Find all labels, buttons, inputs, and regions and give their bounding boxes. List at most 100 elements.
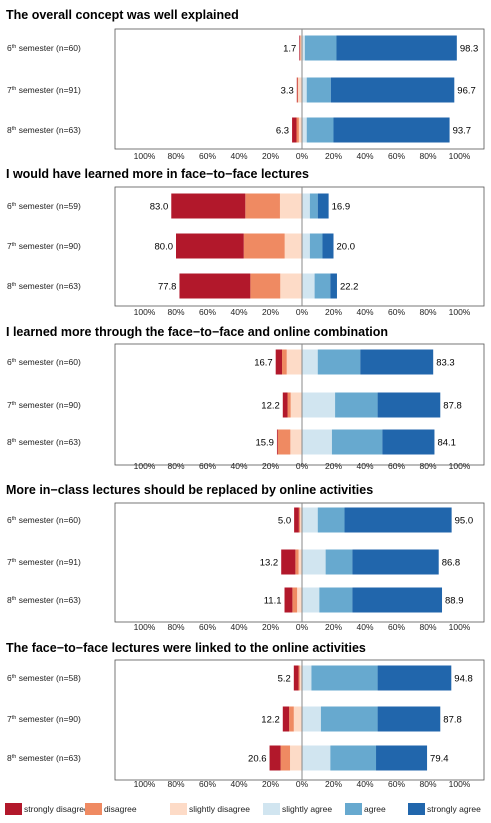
bar-strongly-disagree [293, 665, 299, 691]
bar-strongly-agree [360, 349, 434, 375]
x-tick-label: 40% [356, 307, 373, 317]
bar-slightly-disagree [284, 233, 302, 259]
semester-label: 7th semester (n=90) [7, 400, 81, 410]
semester-label: 6th semester (n=58) [7, 673, 81, 683]
semester-label: 6th semester (n=60) [7, 43, 81, 53]
bar-slightly-disagree [293, 706, 302, 732]
legend-swatch-disagree [85, 803, 102, 815]
x-tick-label: 80% [419, 779, 436, 789]
x-tick-label: 20% [325, 461, 342, 471]
bar-disagree [299, 35, 301, 61]
x-tick-label: 100% [449, 779, 471, 789]
x-tick-label: 20% [325, 307, 342, 317]
bar-slightly-agree [302, 392, 336, 418]
legend-label: agree [364, 804, 386, 814]
x-tick-label: 80% [167, 622, 184, 632]
x-tick-label: 60% [388, 779, 405, 789]
bar-disagree [287, 392, 291, 418]
bar-strongly-disagree [294, 507, 299, 533]
x-tick-label: 80% [419, 461, 436, 471]
bar-strongly-agree [377, 706, 441, 732]
bar-agree [319, 587, 353, 613]
positive-total-label: 96.7 [457, 86, 476, 97]
bar-strongly-agree [330, 273, 337, 299]
bar-strongly-disagree [275, 349, 282, 375]
bar-strongly-disagree [284, 587, 293, 613]
bar-agree [304, 35, 337, 61]
x-tick-label: 100% [449, 307, 471, 317]
legend-swatch-slightly-agree [263, 803, 280, 815]
bar-agree [335, 392, 378, 418]
bar-strongly-disagree [276, 429, 278, 455]
positive-total-label: 79.4 [430, 754, 449, 765]
semester-label: 8th semester (n=63) [7, 753, 81, 763]
x-tick-label: 100% [134, 779, 156, 789]
bar-slightly-disagree [299, 665, 302, 691]
bar-slightly-agree [302, 193, 310, 219]
bar-disagree [281, 349, 287, 375]
bar-strongly-agree [317, 193, 329, 219]
x-tick-label: 60% [388, 307, 405, 317]
bar-disagree [296, 117, 299, 143]
x-tick-label: 80% [419, 307, 436, 317]
bar-strongly-disagree [176, 233, 244, 259]
negative-total-label: 1.7 [283, 44, 296, 55]
bar-slightly-agree [302, 706, 321, 732]
panel-frame [114, 343, 485, 466]
semester-label: 8th semester (n=63) [7, 437, 81, 447]
semester-label: 6th semester (n=60) [7, 357, 81, 367]
x-tick-label: 20% [325, 151, 342, 161]
legend-label: disagree [104, 804, 137, 814]
bar-agree [311, 665, 378, 691]
bar-disagree [297, 77, 299, 103]
legend-swatch-agree [345, 803, 362, 815]
legend-label: strongly agree [427, 804, 481, 814]
x-tick-label: 20% [325, 622, 342, 632]
legend-swatch-slightly-disagree [170, 803, 187, 815]
x-tick-label: 60% [388, 622, 405, 632]
bar-slightly-disagree [298, 117, 302, 143]
positive-total-label: 88.9 [445, 596, 464, 607]
x-tick-label: 60% [199, 461, 216, 471]
x-tick-label: 80% [167, 151, 184, 161]
bar-slightly-agree [302, 117, 307, 143]
bar-slightly-agree [302, 665, 312, 691]
positive-total-label: 16.9 [332, 202, 351, 213]
bar-disagree [298, 665, 300, 691]
bar-slightly-agree [302, 77, 307, 103]
x-tick-label: 100% [134, 622, 156, 632]
bar-disagree [245, 193, 280, 219]
bar-disagree [243, 233, 285, 259]
positive-total-label: 83.3 [436, 358, 455, 369]
panel-title: More in−class lectures should be replace… [6, 483, 373, 497]
positive-total-label: 84.1 [437, 438, 456, 449]
positive-total-label: 22.2 [340, 282, 359, 293]
semester-label: 7th semester (n=91) [7, 85, 81, 95]
x-tick-label: 60% [199, 307, 216, 317]
bar-agree [331, 429, 383, 455]
bar-slightly-agree [302, 273, 315, 299]
bar-strongly-agree [376, 745, 428, 771]
semester-label: 6th semester (n=59) [7, 201, 81, 211]
bar-slightly-disagree [280, 273, 302, 299]
legend-swatch-strongly-disagree [5, 803, 22, 815]
semester-label: 7th semester (n=91) [7, 557, 81, 567]
semester-label: 8th semester (n=63) [7, 281, 81, 291]
panel-title: The face−to−face lectures were linked to… [6, 641, 366, 655]
legend-swatch-strongly-agree [408, 803, 425, 815]
x-tick-label: 80% [167, 779, 184, 789]
x-tick-label: 60% [199, 622, 216, 632]
bar-agree [325, 549, 353, 575]
bar-strongly-agree [382, 429, 435, 455]
negative-total-label: 77.8 [158, 282, 177, 293]
x-tick-label: 80% [167, 461, 184, 471]
x-tick-label: 100% [134, 461, 156, 471]
x-tick-label: 20% [262, 307, 279, 317]
x-tick-label: 100% [449, 622, 471, 632]
bar-agree [317, 507, 345, 533]
positive-total-label: 87.8 [443, 715, 462, 726]
legend-label: strongly disagree [24, 804, 89, 814]
x-tick-label: 40% [356, 779, 373, 789]
x-tick-label: 40% [230, 307, 247, 317]
